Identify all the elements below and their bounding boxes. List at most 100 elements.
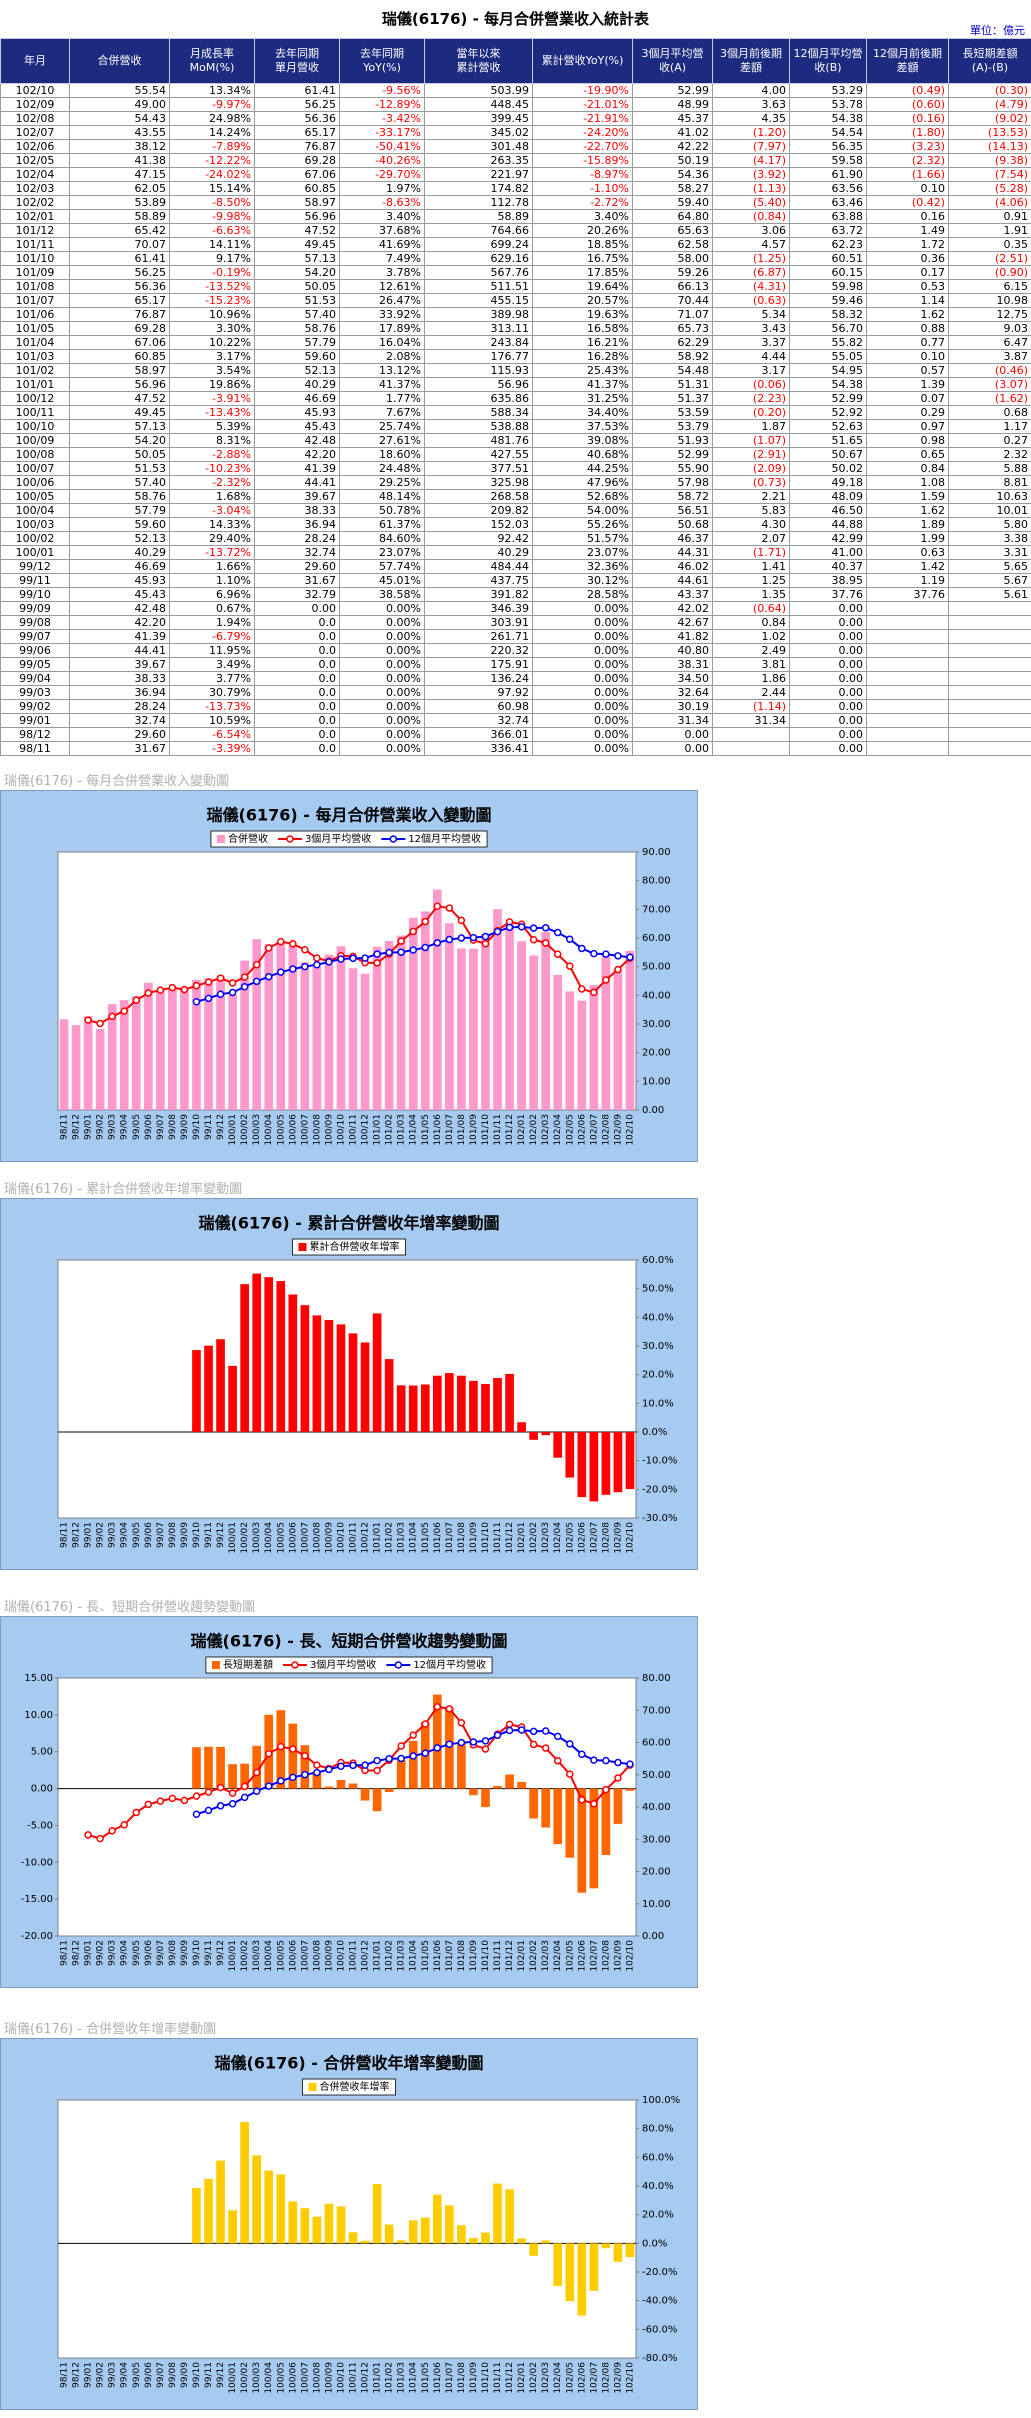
x-tick-label: 101/02 xyxy=(385,2362,395,2394)
table-cell: 57.79 xyxy=(254,335,340,350)
line-marker xyxy=(216,990,225,999)
table-cell: (7.54) xyxy=(948,167,1031,182)
table-cell: 0.00% xyxy=(339,685,425,700)
table-cell: (2.32) xyxy=(866,153,949,168)
y-tick-label: 20.0% xyxy=(642,1370,674,1381)
y-tick-label: 60.00 xyxy=(642,933,671,944)
table-cell: 99/10 xyxy=(0,587,70,602)
line-marker xyxy=(445,935,454,944)
table-cell: 54.95 xyxy=(789,363,867,378)
bar xyxy=(252,2155,262,2244)
table-cell: 100/02 xyxy=(0,531,70,546)
table-cell: 481.76 xyxy=(424,433,533,448)
table-cell: -10.23% xyxy=(169,461,255,476)
x-tick-label: 100/05 xyxy=(276,2362,286,2394)
table-cell: -9.56% xyxy=(339,83,425,98)
table-cell: 0.68 xyxy=(948,405,1031,420)
table-cell: (0.73) xyxy=(712,475,790,490)
x-tick-label: 100/08 xyxy=(312,1940,322,1972)
table-row: 101/03 60.85 3.17% 59.60 2.08% 176.77 16.28% 58… xyxy=(0,349,1031,364)
bar xyxy=(264,944,274,1110)
table-cell: 29.60 xyxy=(69,727,170,742)
table-row: 100/12 47.52 -3.91% 46.69 1.77% 635.86 31.25% 5… xyxy=(0,391,1031,406)
table-cell: 389.98 xyxy=(424,307,533,322)
table-cell: 41.39 xyxy=(69,629,170,644)
line-marker xyxy=(277,1742,285,1751)
table-cell: 176.77 xyxy=(424,349,533,364)
x-tick-label: 99/03 xyxy=(108,1940,118,1966)
bar xyxy=(276,941,286,1110)
x-tick-label: 98/12 xyxy=(72,1940,82,1966)
bar xyxy=(288,2201,298,2244)
line-marker xyxy=(457,916,466,925)
bar xyxy=(143,982,153,1110)
table-cell: 0.00% xyxy=(339,629,425,644)
table-row: 102/01 58.89 -9.98% 56.96 3.40% 58.89 3.40% 64.… xyxy=(0,209,1031,224)
table-cell: (2.91) xyxy=(712,447,790,462)
table-cell: 59.60 xyxy=(254,349,340,364)
table-cell: 98/12 xyxy=(0,727,70,742)
table-row: 102/04 47.15 -24.02% 67.06 -29.70% 221.97 -8.9… xyxy=(0,167,1031,182)
legend-swatch xyxy=(286,835,294,843)
table-cell: 20.57% xyxy=(532,293,633,308)
table-cell: 44.61 xyxy=(632,573,713,588)
x-tick-label: 101/11 xyxy=(493,1940,503,1972)
line-marker xyxy=(156,1797,165,1805)
table-cell: 42.22 xyxy=(632,139,713,154)
table-cell: 50.02 xyxy=(789,461,867,476)
line-marker xyxy=(325,958,333,966)
table-cell: 41.02 xyxy=(632,125,713,140)
bar xyxy=(288,1294,298,1432)
table-cell: 0.98 xyxy=(866,433,949,448)
table-cell: 99/07 xyxy=(0,629,70,644)
line-marker xyxy=(517,923,526,931)
table-cell: 0.65 xyxy=(866,447,949,462)
bar xyxy=(625,950,635,1110)
x-tick-label: 102/04 xyxy=(553,1522,563,1554)
line-marker xyxy=(180,1796,189,1805)
table-cell: (4.79) xyxy=(948,97,1031,112)
table-cell: 45.93 xyxy=(254,405,340,420)
line-marker xyxy=(373,1766,381,1775)
table-cell: 0.16 xyxy=(866,209,949,224)
table-cell: 303.91 xyxy=(424,615,533,630)
x-tick-label: 100/11 xyxy=(349,1522,359,1554)
line-marker xyxy=(421,1720,430,1728)
y-tick-label: 20.0% xyxy=(642,2210,674,2221)
bar xyxy=(228,1764,237,1789)
line-marker xyxy=(553,1756,562,1765)
x-tick-label: 102/06 xyxy=(577,2362,587,2394)
table-cell: 42.20 xyxy=(69,615,170,630)
bar xyxy=(240,960,249,1110)
x-tick-label: 100/02 xyxy=(240,1940,250,1972)
table-cell: 49.18 xyxy=(789,475,867,490)
table-cell: 40.37 xyxy=(789,559,867,574)
table-cell: 51.37 xyxy=(632,391,713,406)
bar xyxy=(204,2178,213,2244)
line-marker xyxy=(313,1768,321,1777)
table-row: 101/08 56.36 -13.52% 50.05 12.61% 511.51 19.64… xyxy=(0,279,1031,294)
bar xyxy=(481,1788,490,1808)
y-tick-label: -5.00 xyxy=(27,1820,53,1831)
table-cell: 42.48 xyxy=(254,433,340,448)
x-tick-label: 100/03 xyxy=(252,1114,262,1146)
table-cell: 3.38 xyxy=(948,531,1031,546)
bar xyxy=(396,935,406,1110)
table-row: 99/03 36.94 30.79% 0.0 0.00% 97.92 0.00% 32.64 2… xyxy=(0,685,1031,700)
y-tick-label: 80.00 xyxy=(642,1673,671,1684)
table-cell: -8.50% xyxy=(169,195,255,210)
line-marker xyxy=(409,946,417,954)
table-cell: 1.62 xyxy=(866,503,949,518)
table-cell: 54.43 xyxy=(69,111,170,126)
x-tick-label: 102/10 xyxy=(625,1522,635,1554)
y-tick-label: 90.00 xyxy=(642,847,671,858)
table-cell: -15.89% xyxy=(532,153,633,168)
table-cell: 1.99 xyxy=(866,531,949,546)
x-tick-label: 101/07 xyxy=(445,1522,455,1554)
table-cell: -13.73% xyxy=(169,699,255,714)
table-cell: 13.12% xyxy=(339,363,425,378)
bar xyxy=(481,933,490,1110)
table-cell: 1.59 xyxy=(866,489,949,504)
table-cell: 3.49% xyxy=(169,657,255,672)
table-cell: 47.52 xyxy=(254,223,340,238)
